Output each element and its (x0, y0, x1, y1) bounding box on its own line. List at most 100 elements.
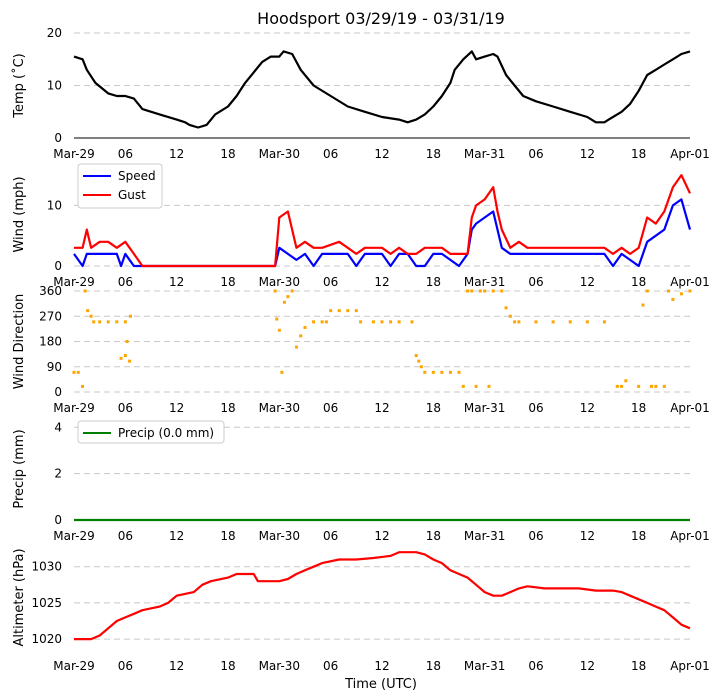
altimeter-y-tick-label: 1025 (31, 596, 62, 610)
direction-point (654, 384, 658, 388)
precip-x-tick-label: 12 (374, 529, 389, 543)
direction-point (504, 306, 508, 310)
direction-point (487, 384, 491, 388)
altimeter-x-tick-label: 12 (580, 659, 595, 673)
direction-x-tick-label: 18 (631, 401, 646, 415)
direction-point (508, 314, 512, 318)
direction-point (86, 309, 90, 313)
direction-point (431, 370, 435, 374)
precip-x-tick-label: Apr-01 (670, 529, 710, 543)
direction-point (123, 320, 127, 324)
direction-point (303, 325, 307, 329)
x-axis-label: Time (UTC) (344, 677, 417, 692)
direction-point (650, 384, 653, 388)
wind-x-tick-label: 06 (118, 275, 133, 289)
direction-x-tick-label: 06 (528, 401, 543, 415)
direction-point (83, 289, 87, 293)
direction-point (115, 320, 119, 324)
panel-precip: 0 2 4 Mar-29 06 12 18 Mar-30 06 12 18 Mar-31 06 12 18 A… (12, 420, 710, 543)
panel-temp: 0 10 20 Mar-29 06 12 18 Mar-30 06 12 18 Mar-31 06 12 1… (11, 26, 710, 161)
altimeter-x-tick-label: 06 (118, 659, 133, 673)
precip-y-axis-label: Precip (mm) (12, 429, 27, 508)
direction-point (346, 309, 350, 313)
direction-x-tick-label: 06 (118, 401, 133, 415)
direction-point (466, 289, 470, 293)
direction-x-tick-label: Mar-30 (259, 401, 300, 415)
wind-y-axis-label: Wind (mph) (12, 176, 27, 252)
altimeter-x-tick-label: 18 (220, 659, 235, 673)
direction-point (568, 320, 572, 324)
direction-point (282, 300, 286, 304)
direction-y-tick-label: 360 (39, 284, 62, 298)
direction-point (329, 309, 333, 313)
direction-point (440, 370, 444, 374)
direction-point (624, 379, 628, 383)
wind-y-tick-label: 0 (54, 259, 62, 273)
altimeter-x-tick-label: 18 (631, 659, 646, 673)
wind-x-tick-label: 06 (528, 275, 543, 289)
panel-wind: 0 10 Mar-29 06 12 18 Mar-30 06 12 18 Mar-31 06 12 18 A… (12, 163, 710, 289)
altimeter-x-tick-label: 12 (169, 659, 184, 673)
direction-point (423, 370, 427, 374)
direction-point (534, 320, 538, 324)
temp-x-tick-label: Mar-31 (464, 147, 505, 161)
direction-x-tick-label: 18 (426, 401, 441, 415)
direction-point (359, 320, 363, 324)
direction-x-tick-label: 06 (323, 401, 338, 415)
precip-x-tick-label: 12 (169, 529, 184, 543)
direction-point (371, 320, 375, 324)
wind-x-tick-label: 12 (580, 275, 595, 289)
direction-point (667, 289, 671, 293)
temp-x-tick-label: 06 (528, 147, 543, 161)
direction-point (517, 320, 521, 324)
direction-x-tick-label: Mar-31 (464, 401, 505, 415)
direction-point (320, 320, 324, 324)
figure-title: Hoodsport 03/29/19 - 03/31/19 (257, 9, 505, 28)
altimeter-x-tick-label: Mar-31 (464, 659, 505, 673)
direction-point (312, 320, 316, 324)
direction-x-tick-label: Apr-01 (670, 401, 710, 415)
precip-x-tick-label: 06 (118, 529, 133, 543)
temp-y-tick-label: 0 (54, 131, 62, 145)
direction-y-tick-label: 90 (47, 360, 62, 374)
direction-point (125, 340, 129, 343)
wind-x-tick-label: 18 (426, 275, 441, 289)
precip-x-tick-label: 18 (631, 529, 646, 543)
direction-y-tick-label: 270 (39, 309, 62, 323)
temp-x-tick-label: Mar-29 (53, 147, 94, 161)
direction-point (123, 354, 127, 358)
direction-point (461, 384, 465, 388)
altimeter-y-axis-label: Altimeter (hPa) (12, 548, 27, 646)
temp-x-tick-label: 12 (374, 147, 389, 161)
direction-point (337, 309, 341, 313)
direction-point (470, 289, 474, 293)
wind-legend-label: Speed (118, 169, 156, 183)
direction-point (491, 289, 495, 293)
wind-x-tick-label: Mar-29 (53, 275, 94, 289)
direction-point (389, 320, 393, 324)
direction-point (324, 320, 328, 324)
direction-point (92, 320, 96, 324)
direction-point (662, 384, 666, 388)
precip-x-tick-label: Mar-29 (53, 529, 94, 543)
precip-x-tick-label: 18 (426, 529, 441, 543)
direction-point (474, 384, 478, 388)
panel-direction: 0 90 180 270 360 Mar-29 06 12 18 Mar-30 06 12 18 Mar-… (12, 284, 710, 415)
wind-series-gust (74, 174, 691, 268)
direction-point (419, 365, 423, 369)
direction-point (354, 309, 358, 313)
altimeter-x-tick-label: 06 (323, 659, 338, 673)
precip-x-tick-label: 12 (580, 529, 595, 543)
direction-point (645, 289, 649, 293)
direction-point (98, 320, 102, 324)
direction-point (478, 289, 482, 293)
wind-x-tick-label: Mar-30 (259, 275, 300, 289)
direction-point (457, 370, 461, 374)
temp-y-axis-label: Temp (˚C) (11, 53, 27, 119)
precip-y-tick-label: 0 (54, 513, 62, 527)
temp-series-temp (73, 50, 691, 129)
altimeter-x-tick-label: 18 (426, 659, 441, 673)
direction-point (688, 289, 692, 293)
direction-x-tick-label: 18 (220, 401, 235, 415)
